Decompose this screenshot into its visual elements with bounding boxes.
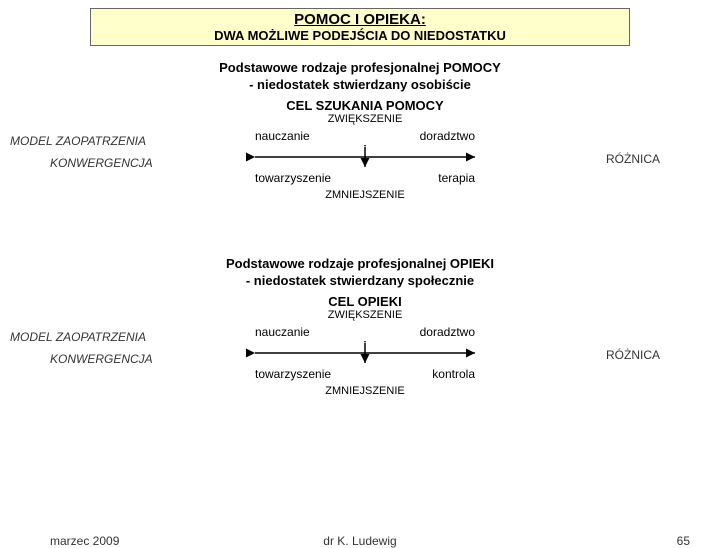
difference-label-1: RÓŻNICA xyxy=(606,152,660,166)
axis-bottom-1: ZMNIEJSZENIE xyxy=(225,189,505,201)
goal-title-1: CEL SZUKANIA POMOCY xyxy=(225,98,505,113)
axis-top-2: ZWIĘKSZENIE xyxy=(225,309,505,321)
goal-title-2: CEL OPIEKI xyxy=(225,294,505,309)
q-bl-2: towarzyszenie xyxy=(255,367,331,381)
title-box: POMOC I OPIEKA: DWA MOŻLIWE PODEJŚCIA DO… xyxy=(90,8,630,46)
diagram-2: MODEL ZAOPATRZENIA KONWERGENCJA CEL OPIE… xyxy=(0,288,720,438)
footer-author: dr K. Ludewig xyxy=(0,534,720,548)
top-quads-1: nauczanie doradztwo xyxy=(255,129,475,143)
left-labels-1: MODEL ZAOPATRZENIA KONWERGENCJA xyxy=(10,134,153,178)
footer-page: 65 xyxy=(677,534,690,548)
title-subtitle: DWA MOŻLIWE PODEJŚCIA DO NIEDOSTATKU xyxy=(91,28,629,43)
section1-header: Podstawowe rodzaje profesjonalnej POMOCY xyxy=(0,60,720,75)
center-diagram-1: CEL SZUKANIA POMOCY ZWIĘKSZENIE nauczani… xyxy=(225,98,505,201)
bottom-quads-1: towarzyszenie terapia xyxy=(255,171,475,185)
q-tl-2: nauczanie xyxy=(255,325,310,339)
section2-sub: - niedostatek stwierdzany społecznie xyxy=(0,273,720,288)
q-br-2: kontrola xyxy=(432,367,475,381)
top-quads-2: nauczanie doradztwo xyxy=(255,325,475,339)
diagram-1: MODEL ZAOPATRZENIA KONWERGENCJA CEL SZUK… xyxy=(0,92,720,242)
section2-header: Podstawowe rodzaje profesjonalnej OPIEKI xyxy=(0,256,720,271)
q-tr-1: doradztwo xyxy=(420,129,475,143)
axis-bottom-2: ZMNIEJSZENIE xyxy=(225,385,505,397)
convergence-label: KONWERGENCJA xyxy=(10,156,153,170)
q-br-1: terapia xyxy=(438,171,475,185)
convergence-label-2: KONWERGENCJA xyxy=(10,352,153,366)
model-label: MODEL ZAOPATRZENIA xyxy=(10,134,153,148)
model-label-2: MODEL ZAOPATRZENIA xyxy=(10,330,153,344)
q-tr-2: doradztwo xyxy=(420,325,475,339)
title-main: POMOC I OPIEKA: xyxy=(91,11,629,28)
left-labels-2: MODEL ZAOPATRZENIA KONWERGENCJA xyxy=(10,330,153,374)
difference-label-2: RÓŻNICA xyxy=(606,348,660,362)
q-bl-1: towarzyszenie xyxy=(255,171,331,185)
center-diagram-2: CEL OPIEKI ZWIĘKSZENIE nauczanie doradzt… xyxy=(225,294,505,397)
axes-cross-2 xyxy=(245,341,485,365)
q-tl-1: nauczanie xyxy=(255,129,310,143)
section1-sub: - niedostatek stwierdzany osobiście xyxy=(0,77,720,92)
bottom-quads-2: towarzyszenie kontrola xyxy=(255,367,475,381)
axis-top-1: ZWIĘKSZENIE xyxy=(225,113,505,125)
axes-cross-1 xyxy=(245,145,485,169)
